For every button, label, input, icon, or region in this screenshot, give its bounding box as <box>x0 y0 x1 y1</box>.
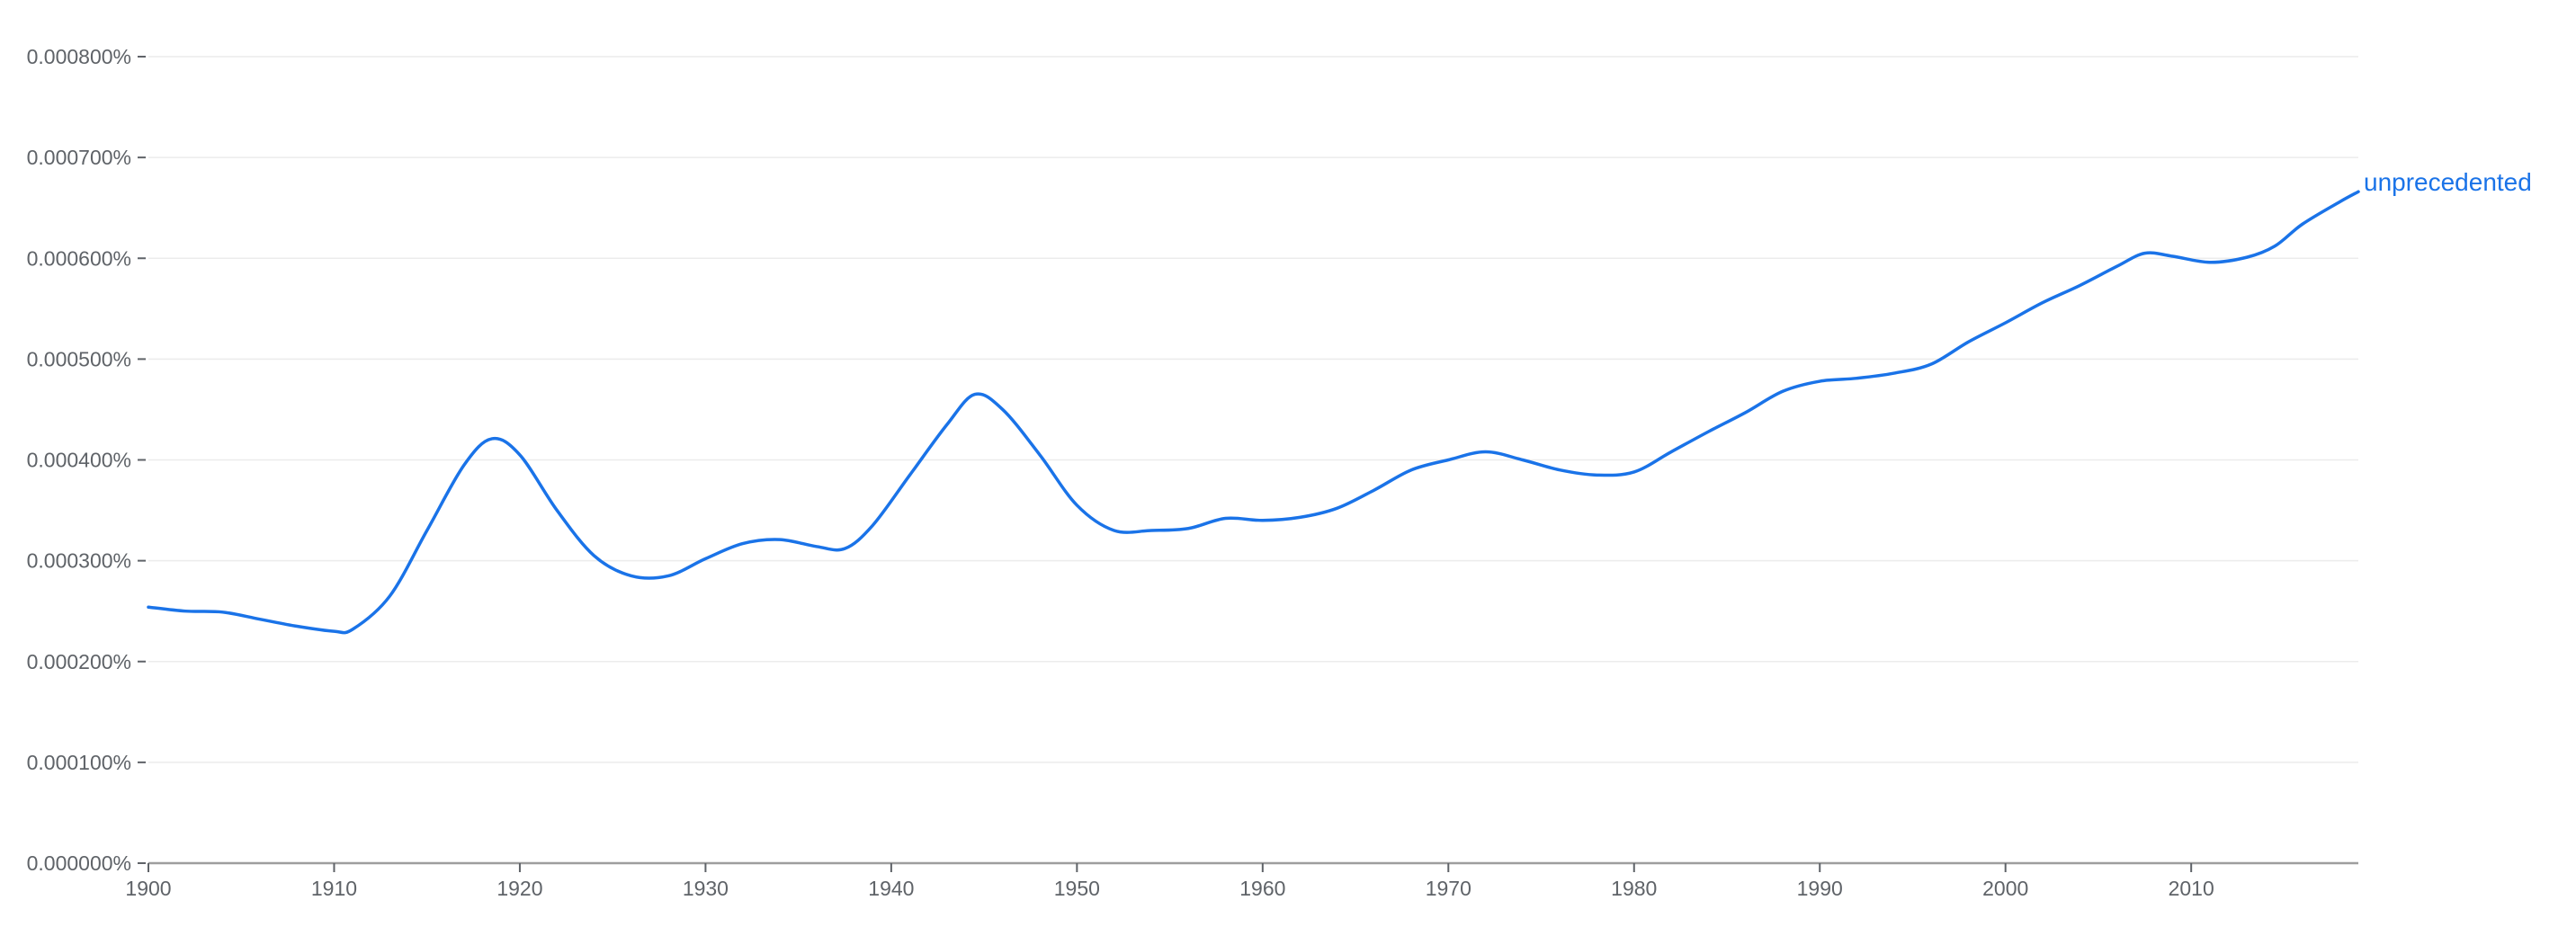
series-line-unprecedented[interactable] <box>147 190 2360 635</box>
y-tick-label: 0.000100% <box>27 751 131 774</box>
x-tick-label: 2010 <box>2169 877 2214 900</box>
x-tick-label: 1930 <box>683 877 729 900</box>
y-tick-label: 0.000700% <box>27 146 131 169</box>
x-axis: 1900 1910 1920 1930 1940 1950 1960 1970 1980 1990… <box>125 861 2358 900</box>
series-label[interactable]: unprecedented <box>2364 168 2532 196</box>
y-tick-label: 0.000400% <box>27 449 131 472</box>
x-tick-label: 1900 <box>125 877 171 900</box>
grid-lines <box>148 56 2358 763</box>
series-layer: unprecedented <box>147 168 2532 635</box>
y-tick-label: 0.000800% <box>27 45 131 68</box>
x-tick-label: 1990 <box>1797 877 1843 900</box>
y-axis: 0.000000% 0.000100% 0.000200% 0.000300% 0.00… <box>27 45 146 875</box>
x-tick-label: 1970 <box>1426 877 1471 900</box>
x-tick-label: 1920 <box>496 877 542 900</box>
x-tick-label: 1940 <box>868 877 914 900</box>
y-tick-label: 0.000200% <box>27 650 131 673</box>
y-tick-label: 0.000000% <box>27 851 131 875</box>
y-tick-label: 0.000300% <box>27 549 131 573</box>
y-tick-label: 0.000600% <box>27 246 131 270</box>
x-tick-label: 1910 <box>311 877 357 900</box>
x-tick-label: 2000 <box>1982 877 2028 900</box>
x-tick-label: 1960 <box>1239 877 1285 900</box>
y-tick-label: 0.000500% <box>27 347 131 370</box>
x-tick-label: 1950 <box>1054 877 1100 900</box>
x-tick-label: 1980 <box>1611 877 1657 900</box>
